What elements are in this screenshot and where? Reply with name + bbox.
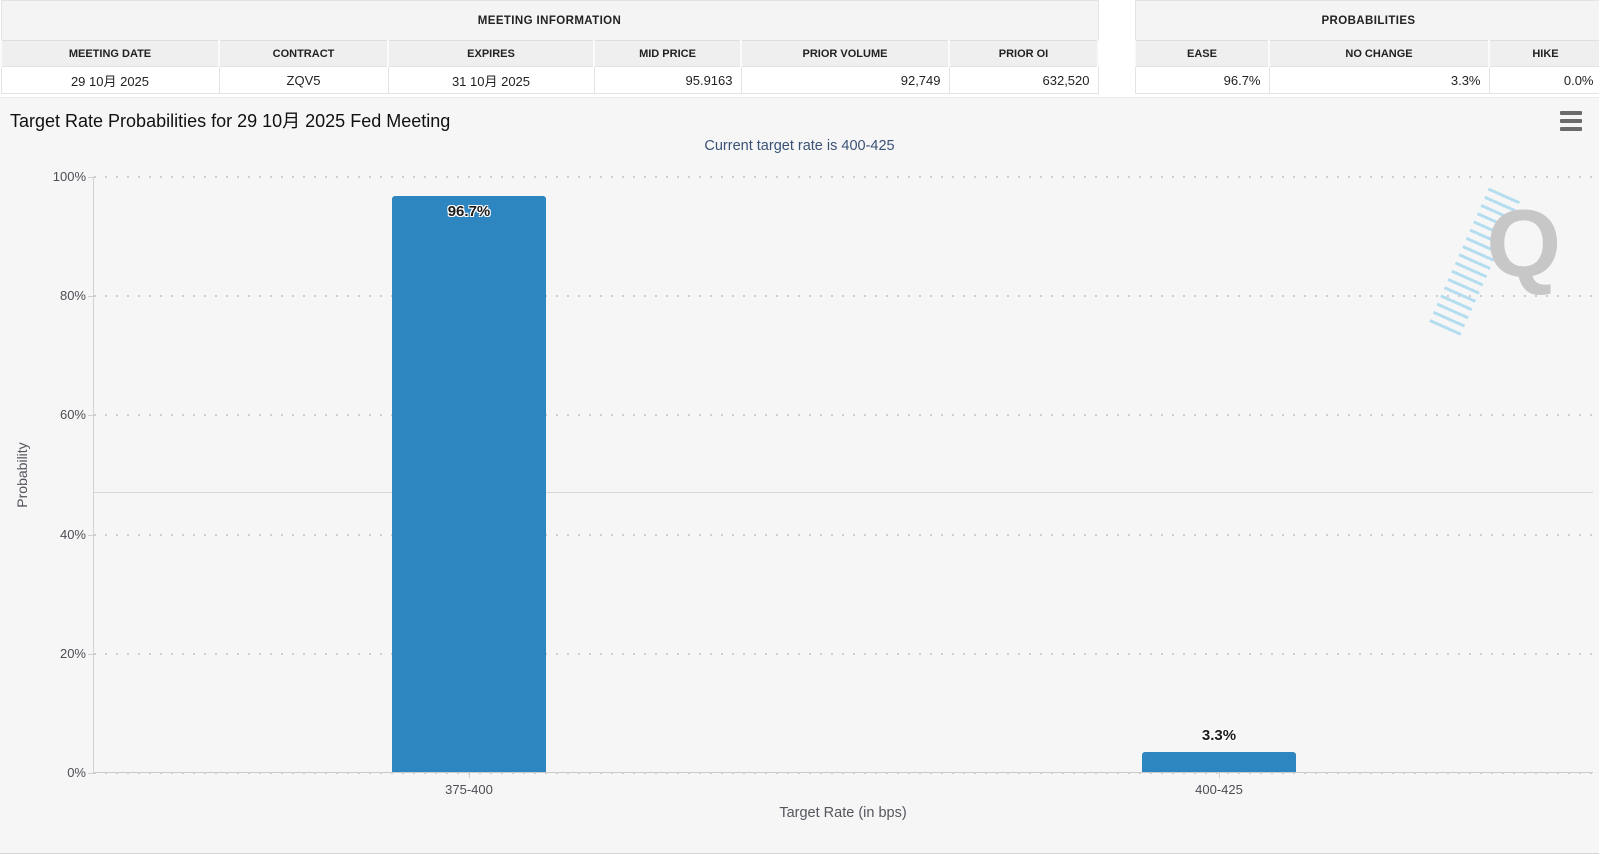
y-axis-tick [88, 415, 94, 417]
x-axis-tick [469, 773, 470, 778]
meeting-information-title: MEETING INFORMATION [0, 0, 1099, 41]
hamburger-icon [1560, 111, 1582, 115]
chart-context-menu-button[interactable] [1560, 111, 1584, 131]
reference-line [94, 491, 1593, 493]
gridline-40 [94, 533, 1593, 536]
probabilities-table: PROBABILITIES EASE NO CHANGE HIKE 96.7% … [1134, 0, 1599, 94]
bar-375-400[interactable] [392, 196, 546, 772]
mid-price-value: 95.9163 [593, 66, 742, 94]
prior-oi-value: 632,520 [948, 66, 1099, 94]
x-axis-title: Target Rate (in bps) [779, 805, 907, 821]
no-change-value: 3.3% [1268, 66, 1490, 94]
bar-400-425[interactable] [1142, 752, 1296, 772]
y-axis-tick-label: 0% [67, 765, 86, 780]
target-rate-probabilities-chart: Target Rate Probabilities for 29 10月 202… [0, 97, 1599, 854]
chart-title: Target Rate Probabilities for 29 10月 202… [10, 111, 451, 131]
hamburger-icon [1560, 119, 1582, 123]
meeting-information-table: MEETING INFORMATION MEETING DATE CONTRAC… [0, 0, 1099, 94]
gridline-20 [94, 652, 1593, 655]
y-axis-tick-label: 60% [59, 407, 86, 423]
chart-subtitle: Current target rate is 400-425 [704, 138, 895, 154]
gridline-80 [94, 295, 1593, 298]
col-header-hike: HIKE [1488, 40, 1599, 67]
expires-value: 31 10月 2025 [387, 66, 595, 94]
x-axis-tick-label: 400-425 [1195, 782, 1243, 797]
y-axis-tick [88, 177, 94, 178]
y-axis-tick-label: 80% [59, 288, 86, 304]
col-header-expires: EXPIRES [387, 40, 595, 67]
y-axis-tick [88, 296, 94, 298]
y-axis-tick-label: 100% [52, 169, 86, 184]
x-axis-tick-label: 375-400 [445, 782, 493, 797]
y-axis-tick-label: 20% [59, 645, 86, 661]
probabilities-title: PROBABILITIES [1134, 0, 1599, 41]
y-axis-tick-label: 40% [59, 526, 86, 542]
quikstrike-watermark: Q [1427, 178, 1569, 339]
probabilities-row: 96.7% 3.3% 0.0% [1134, 66, 1599, 94]
gridline-100 [94, 176, 1593, 178]
meeting-information-row: 29 10月 2025 ZQV5 31 10月 2025 95.9163 92,… [0, 66, 1099, 94]
top-tables-row: MEETING INFORMATION MEETING DATE CONTRAC… [0, 0, 1599, 94]
bar-value-label: 96.7% [447, 203, 491, 220]
contract-value: ZQV5 [218, 66, 389, 94]
gridline-60 [94, 414, 1593, 417]
hike-value: 0.0% [1488, 66, 1599, 94]
meeting-date-value: 29 10月 2025 [0, 66, 220, 94]
hamburger-icon [1560, 127, 1582, 131]
y-axis-tick [88, 534, 94, 536]
bar-value-label: 3.3% [1201, 727, 1237, 744]
y-axis-title: Probability [14, 442, 30, 508]
col-header-prior-oi: PRIOR OI [948, 40, 1099, 67]
prior-volume-value: 92,749 [740, 66, 950, 94]
plot-area: 0% 20% 40% 60% 80% 100% 96.7% 375-400 3.3% 400-42… [53, 169, 1593, 797]
col-header-no-change: NO CHANGE [1268, 40, 1490, 67]
gridline-0 [94, 772, 1593, 774]
y-axis-tick [88, 653, 94, 655]
col-header-mid-price: MID PRICE [593, 40, 742, 67]
col-header-meeting-date: MEETING DATE [0, 40, 220, 67]
x-axis-tick [1219, 773, 1220, 778]
ease-value: 96.7% [1134, 66, 1270, 94]
col-header-ease: EASE [1134, 40, 1270, 67]
col-header-contract: CONTRACT [218, 40, 389, 67]
quikstrike-q-logo: Q [1486, 190, 1561, 297]
col-header-prior-volume: PRIOR VOLUME [740, 40, 950, 67]
y-axis-tick [88, 773, 94, 774]
